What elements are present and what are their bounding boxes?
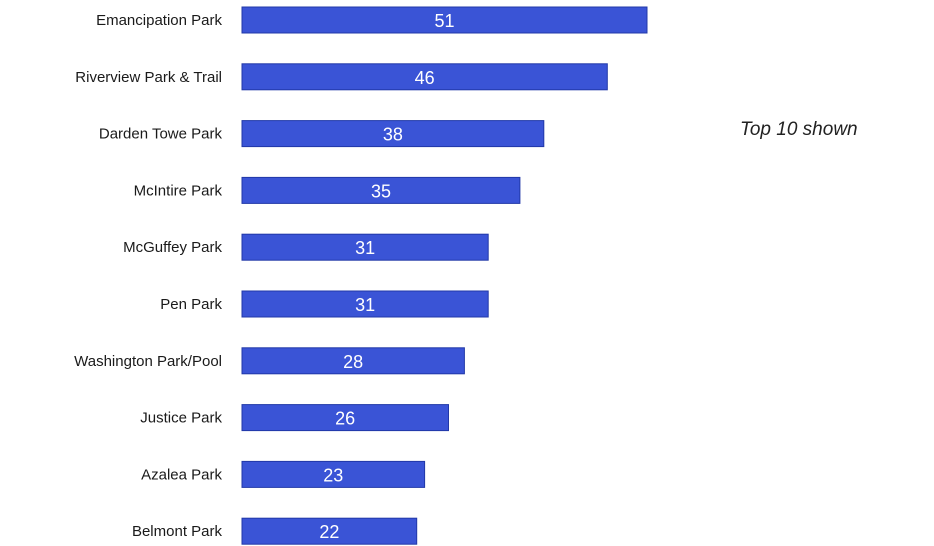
bar-4 — [241, 233, 489, 261]
value-label-9: 22 — [319, 522, 339, 542]
category-label-8: Azalea Park — [141, 466, 222, 483]
value-label-1: 46 — [415, 68, 435, 88]
bar-7 — [241, 404, 449, 432]
bar-6 — [241, 347, 465, 375]
bar-8 — [241, 460, 426, 488]
value-label-6: 28 — [343, 352, 363, 372]
category-label-1: Riverview Park & Trail — [75, 69, 222, 86]
value-label-8: 23 — [323, 465, 343, 485]
category-label-3: McIntire Park — [134, 182, 223, 199]
bar-5 — [241, 290, 489, 318]
bar-3 — [241, 176, 521, 204]
bar-2 — [241, 120, 545, 148]
category-label-4: McGuffey Park — [123, 239, 222, 256]
bar-0 — [241, 6, 648, 34]
value-label-2: 38 — [383, 125, 403, 145]
value-label-0: 51 — [434, 11, 454, 31]
category-label-9: Belmont Park — [132, 523, 223, 540]
value-label-7: 26 — [335, 409, 355, 429]
value-label-5: 31 — [355, 295, 375, 315]
category-label-6: Washington Park/Pool — [74, 353, 222, 370]
bar-9 — [241, 517, 418, 545]
bar-1 — [241, 63, 608, 91]
value-label-3: 35 — [371, 181, 391, 201]
category-label-5: Pen Park — [160, 296, 222, 313]
note-text: Top 10 shown — [740, 119, 858, 140]
category-label-7: Justice Park — [140, 410, 222, 427]
value-label-4: 31 — [355, 238, 375, 258]
category-label-0: Emancipation Park — [96, 12, 222, 29]
category-label-2: Darden Towe Park — [99, 126, 223, 143]
